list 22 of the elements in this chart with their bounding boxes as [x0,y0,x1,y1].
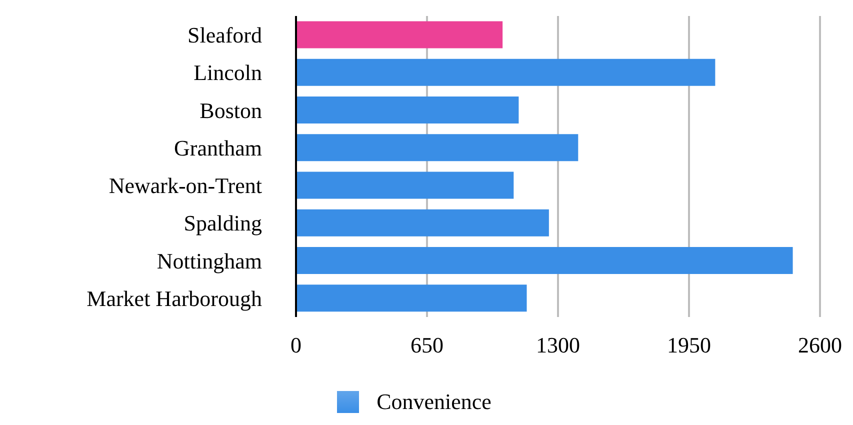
bar [296,284,527,312]
y-tick-label: Spalding [184,210,262,236]
y-tick-label: Lincoln [194,60,262,86]
bar [296,172,514,199]
bar [296,58,716,86]
y-tick-label: Grantham [174,135,262,160]
y-tick-label: Newark-on-Trent [108,173,262,198]
bar [296,209,549,236]
x-tick-label: 650 [410,332,444,358]
bar [296,134,578,162]
bar [296,21,503,48]
legend-label: Convenience [376,389,492,415]
y-tick-label: Boston [200,98,262,123]
x-tick-label: 1300 [536,332,580,358]
y-tick-label: Nottingham [156,248,262,274]
y-tick-label: Market Harborough [86,286,262,311]
bar [296,247,793,274]
x-tick-label: 2600 [798,332,842,358]
bar [296,96,519,124]
x-tick-label: 1950 [667,332,711,358]
y-tick-label: Sleaford [187,22,262,48]
x-tick-label: 0 [290,332,302,358]
